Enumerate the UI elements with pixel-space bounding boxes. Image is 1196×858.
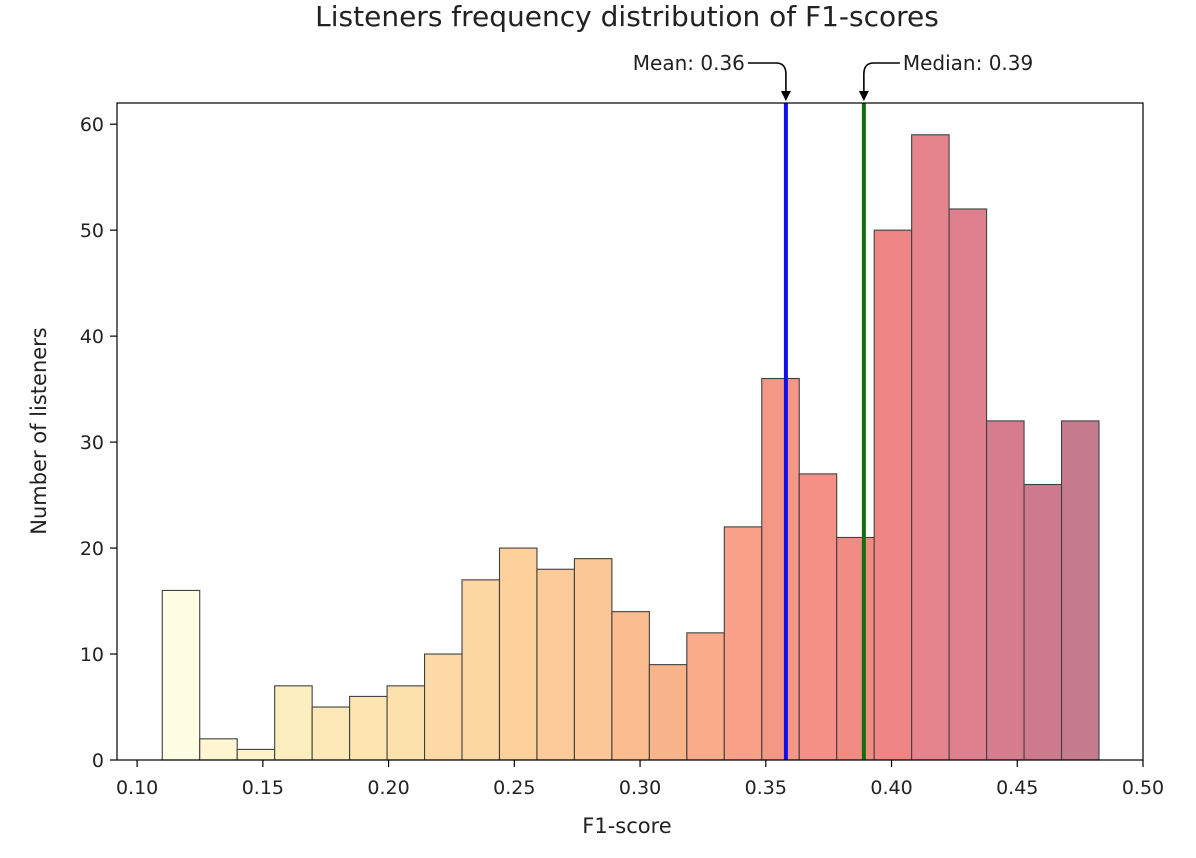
y-tick-label: 20 xyxy=(80,538,104,560)
annotation-arrowhead xyxy=(858,91,869,101)
histogram-bar xyxy=(836,536,875,761)
y-axis-label: Number of listeners xyxy=(27,327,51,535)
histogram-bar xyxy=(161,589,201,761)
annotation-arrowhead xyxy=(780,91,791,101)
x-axis-ticks: 0.10 0.15 0.20 0.25 0.30 0.35 0.40 0.45 0.50 xyxy=(116,760,1164,799)
histogram-bar xyxy=(911,134,950,761)
x-tick-label: 0.25 xyxy=(493,777,535,799)
x-tick-label: 0.20 xyxy=(367,777,409,799)
histogram-bar xyxy=(873,229,913,761)
histogram-bar xyxy=(611,611,650,761)
histogram-bar xyxy=(948,208,988,761)
chart-title: Listeners frequency distribution of F1-s… xyxy=(315,0,939,33)
histogram-bar xyxy=(349,695,388,761)
y-tick-label: 10 xyxy=(80,644,104,666)
histogram-bar xyxy=(199,738,238,761)
x-tick-label: 0.50 xyxy=(1122,777,1164,799)
histogram-bar xyxy=(1060,420,1100,761)
y-tick-label: 30 xyxy=(80,432,104,454)
histogram-bar xyxy=(423,653,463,761)
x-tick-label: 0.10 xyxy=(116,777,158,799)
y-tick-label: 0 xyxy=(92,750,104,772)
histogram-bar xyxy=(536,568,575,761)
x-tick-label: 0.45 xyxy=(996,777,1038,799)
histogram-bar xyxy=(236,748,276,761)
x-axis-label: F1-score xyxy=(582,814,671,838)
x-tick-label: 0.30 xyxy=(619,777,661,799)
reference-line-annotation: Mean: 0.36 xyxy=(633,51,745,75)
plot-frame xyxy=(116,102,1144,761)
y-tick-label: 50 xyxy=(80,220,104,242)
y-tick-label: 40 xyxy=(80,326,104,348)
histogram-bar xyxy=(311,706,351,761)
histogram-bar xyxy=(648,664,688,761)
y-tick-label: 60 xyxy=(80,114,104,136)
y-axis-ticks: 0 10 20 30 40 50 60 xyxy=(80,114,117,772)
x-tick-label: 0.40 xyxy=(870,777,912,799)
histogram-bar xyxy=(461,579,501,761)
histogram-bar xyxy=(274,685,313,761)
histogram-bar xyxy=(798,473,838,761)
annotation-arrow xyxy=(747,62,787,95)
histogram-bar xyxy=(986,420,1025,761)
annotation-arrow xyxy=(863,62,900,95)
bars-group xyxy=(161,134,1100,761)
histogram-bar xyxy=(386,685,426,761)
x-tick-label: 0.35 xyxy=(745,777,787,799)
histogram-bar xyxy=(573,558,613,761)
histogram-bar xyxy=(761,377,800,761)
histogram-bar xyxy=(1023,483,1063,761)
x-tick-label: 0.15 xyxy=(242,777,284,799)
histogram-bar xyxy=(686,632,725,761)
histogram-bar xyxy=(498,547,538,761)
reference-lines-group: Mean: 0.36 Median: 0.39 xyxy=(633,51,1033,760)
reference-line-annotation: Median: 0.39 xyxy=(903,51,1033,75)
histogram-bar xyxy=(723,526,763,761)
